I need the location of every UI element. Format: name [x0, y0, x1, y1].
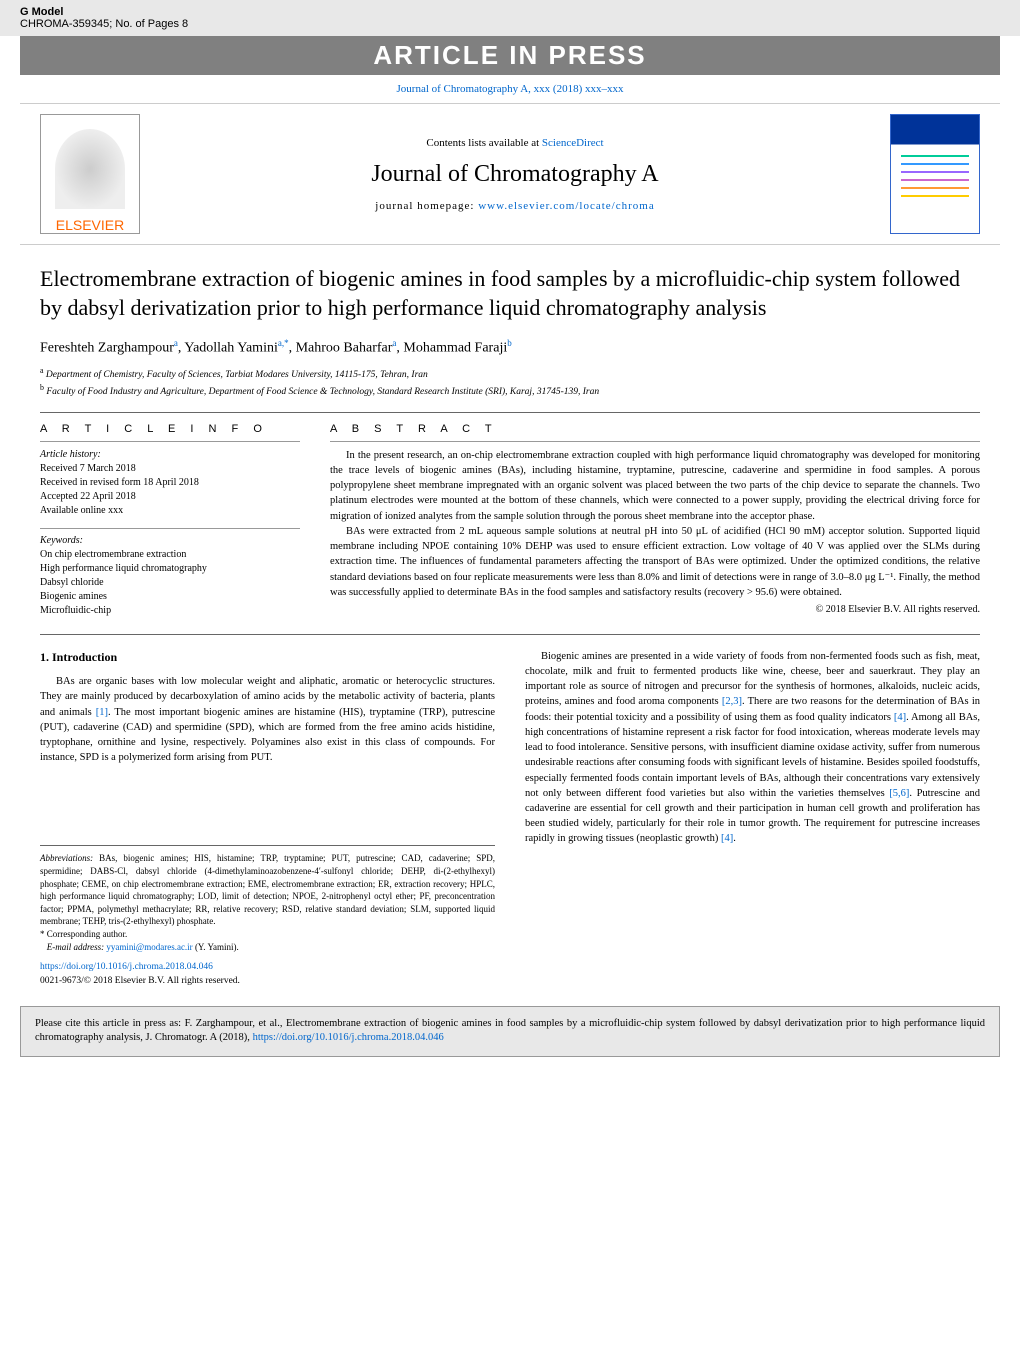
gmodel-label: G Model: [20, 6, 1000, 18]
keywords-label: Keywords:: [40, 535, 300, 546]
column-right: Biogenic amines are presented in a wide …: [525, 649, 980, 988]
divider-bottom: [40, 634, 980, 635]
elsevier-logo: ELSEVIER: [40, 114, 140, 234]
author-2-sup: a,*: [278, 338, 289, 348]
aff-b-text: Faculty of Food Industry and Agriculture…: [44, 387, 599, 397]
keyword-5: Microfluidic-chip: [40, 604, 300, 618]
abstract-p2: BAs were extracted from 2 mL aqueous sam…: [330, 524, 980, 600]
journal-reference: Journal of Chromatography A, xxx (2018) …: [0, 75, 1020, 103]
author-3: Mahroo Baharfar: [296, 341, 393, 356]
elsevier-text: ELSEVIER: [56, 217, 124, 233]
info-divider-1: [40, 441, 300, 442]
body-columns: 1. Introduction BAs are organic bases wi…: [40, 649, 980, 988]
article-ref: CHROMA-359345; No. of Pages 8: [20, 18, 1000, 30]
author-3-sup: a: [392, 338, 396, 348]
sciencedirect-link[interactable]: ScienceDirect: [542, 137, 604, 149]
ref-56-link[interactable]: [5,6]: [889, 788, 909, 799]
contents-available: Contents lists available at ScienceDirec…: [140, 137, 890, 149]
col2-text-c: . Among all BAs, high concentrations of …: [525, 712, 980, 799]
author-1: Fereshteh Zarghampour: [40, 341, 174, 356]
article-in-press-banner: ARTICLE IN PRESS: [20, 36, 1000, 75]
email-line: E-mail address: yyamini@modares.ac.ir (Y…: [40, 941, 495, 954]
affiliation-a: a Department of Chemistry, Faculty of Sc…: [40, 365, 980, 382]
divider-top: [40, 412, 980, 413]
col2-text-e: .: [733, 833, 736, 844]
abbrev-text: BAs, biogenic amines; HIS, histamine; TR…: [40, 853, 495, 926]
main-content: Electromembrane extraction of biogenic a…: [0, 265, 1020, 988]
article-title: Electromembrane extraction of biogenic a…: [40, 265, 980, 322]
journal-center: Contents lists available at ScienceDirec…: [140, 137, 890, 212]
keyword-4: Biogenic amines: [40, 590, 300, 604]
article-history: Article history: Received 7 March 2018 R…: [40, 448, 300, 518]
history-revised: Received in revised form 18 April 2018: [40, 476, 300, 490]
author-4-sup: b: [507, 338, 512, 348]
doi-link[interactable]: https://doi.org/10.1016/j.chroma.2018.04…: [40, 962, 213, 972]
email-suffix: (Y. Yamini).: [193, 942, 239, 952]
cover-lines-icon: [901, 155, 969, 203]
history-accepted: Accepted 22 April 2018: [40, 490, 300, 504]
article-info: A R T I C L E I N F O Article history: R…: [40, 423, 300, 618]
corresponding-author: * Corresponding author.: [40, 928, 495, 941]
journal-header: ELSEVIER Contents lists available at Sci…: [20, 103, 1000, 245]
author-2: Yadollah Yamini: [184, 341, 278, 356]
header-bar: G Model CHROMA-359345; No. of Pages 8: [0, 0, 1020, 36]
abstract: A B S T R A C T In the present research,…: [330, 423, 980, 618]
email-label: E-mail address:: [47, 942, 107, 952]
ref-23-link[interactable]: [2,3]: [722, 696, 742, 707]
abstract-copyright: © 2018 Elsevier B.V. All rights reserved…: [330, 604, 980, 615]
info-divider-2: [40, 528, 300, 529]
abstract-p1: In the present research, an on-chip elec…: [330, 448, 980, 524]
homepage-link[interactable]: www.elsevier.com/locate/chroma: [478, 200, 655, 212]
contents-text: Contents lists available at: [426, 137, 541, 149]
ref-1-link[interactable]: [1]: [96, 707, 108, 718]
history-received: Received 7 March 2018: [40, 462, 300, 476]
ref-4b-link[interactable]: [4]: [721, 833, 733, 844]
author-1-sup: a: [174, 338, 178, 348]
doi-block: https://doi.org/10.1016/j.chroma.2018.04…: [40, 961, 495, 988]
article-info-heading: A R T I C L E I N F O: [40, 423, 300, 435]
abstract-divider: [330, 441, 980, 442]
history-label: Article history:: [40, 448, 300, 462]
journal-cover-thumbnail: [890, 114, 980, 234]
journal-homepage: journal homepage: www.elsevier.com/locat…: [140, 200, 890, 212]
history-online: Available online xxx: [40, 504, 300, 518]
abstract-text: In the present research, an on-chip elec…: [330, 448, 980, 600]
column-left: 1. Introduction BAs are organic bases wi…: [40, 649, 495, 988]
intro-p1: BAs are organic bases with low molecular…: [40, 674, 495, 765]
citation-box: Please cite this article in press as: F.…: [20, 1006, 1000, 1057]
keyword-2: High performance liquid chromatography: [40, 562, 300, 576]
keyword-3: Dabsyl chloride: [40, 576, 300, 590]
homepage-label: journal homepage:: [375, 200, 478, 212]
ref-4a-link[interactable]: [4]: [894, 712, 906, 723]
abbrev-label: Abbreviations:: [40, 853, 93, 863]
info-abstract-row: A R T I C L E I N F O Article history: R…: [40, 423, 980, 618]
authors: Fereshteh Zarghampoura, Yadollah Yaminia…: [40, 338, 980, 357]
elsevier-tree-icon: [55, 129, 125, 209]
affiliation-b: b Faculty of Food Industry and Agricultu…: [40, 382, 980, 399]
footnotes: Abbreviations: BAs, biogenic amines; HIS…: [40, 845, 495, 953]
author-4: Mohammad Faraji: [403, 341, 507, 356]
aff-a-text: Department of Chemistry, Faculty of Scie…: [44, 370, 428, 380]
abbreviations: Abbreviations: BAs, biogenic amines; HIS…: [40, 852, 495, 928]
keyword-1: On chip electromembrane extraction: [40, 548, 300, 562]
intro-heading: 1. Introduction: [40, 649, 495, 666]
citation-text: Please cite this article in press as: F.…: [35, 1018, 985, 1044]
affiliations: a Department of Chemistry, Faculty of Sc…: [40, 365, 980, 400]
abstract-heading: A B S T R A C T: [330, 423, 980, 435]
col2-p1: Biogenic amines are presented in a wide …: [525, 649, 980, 847]
issn-copyright: 0021-9673/© 2018 Elsevier B.V. All right…: [40, 975, 495, 988]
journal-ref-link[interactable]: Journal of Chromatography A, xxx (2018) …: [397, 83, 624, 95]
col1-text-b: . The most important biogenic amines are…: [40, 707, 495, 764]
citation-doi-link[interactable]: https://doi.org/10.1016/j.chroma.2018.04…: [253, 1032, 444, 1043]
journal-name: Journal of Chromatography A: [140, 161, 890, 188]
keywords-list: On chip electromembrane extraction High …: [40, 548, 300, 618]
email-link[interactable]: yyamini@modares.ac.ir: [106, 942, 192, 952]
